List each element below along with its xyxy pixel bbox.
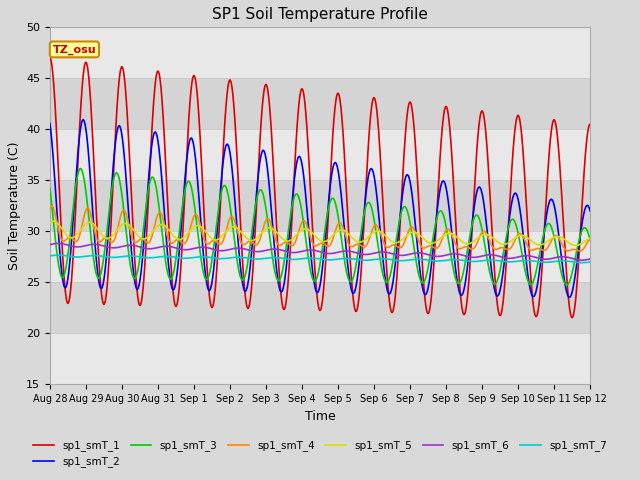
sp1_smT_1: [46, 55, 54, 61]
sp1_smT_7: [54, 252, 62, 258]
sp1_smT_5: [74, 231, 81, 237]
sp1_smT_6: [54, 240, 62, 246]
sp1_smT_4: [46, 205, 54, 211]
sp1_smT_3: [571, 257, 579, 263]
Line: sp1_smT_7: sp1_smT_7: [50, 255, 590, 263]
sp1_smT_5: [571, 242, 579, 248]
sp1_smT_6: [294, 249, 302, 255]
Bar: [50, 129, 590, 180]
sp1_smT_3: [472, 213, 479, 218]
Bar: [50, 334, 590, 384]
sp1_smT_4: [309, 240, 317, 246]
sp1_smT_5: [472, 237, 479, 243]
Bar: [50, 282, 590, 334]
sp1_smT_3: [586, 237, 594, 243]
sp1_smT_2: [571, 274, 579, 280]
sp1_smT_3: [77, 166, 84, 171]
sp1_smT_2: [472, 195, 479, 201]
sp1_smT_1: [571, 305, 579, 311]
sp1_smT_4: [472, 243, 479, 249]
sp1_smT_7: [472, 259, 479, 264]
sp1_smT_7: [571, 259, 579, 265]
sp1_smT_2: [571, 276, 579, 282]
sp1_smT_2: [294, 154, 302, 160]
Legend: sp1_smT_1, sp1_smT_2, sp1_smT_3, sp1_smT_4, sp1_smT_5, sp1_smT_6, sp1_smT_7: sp1_smT_1, sp1_smT_2, sp1_smT_3, sp1_smT…: [29, 436, 611, 471]
Line: sp1_smT_2: sp1_smT_2: [50, 120, 590, 297]
sp1_smT_7: [309, 255, 317, 261]
sp1_smT_7: [46, 253, 54, 259]
sp1_smT_6: [472, 254, 479, 260]
sp1_smT_6: [571, 256, 579, 262]
sp1_smT_3: [74, 173, 81, 179]
Line: sp1_smT_1: sp1_smT_1: [50, 58, 590, 318]
sp1_smT_1: [571, 307, 579, 312]
Bar: [50, 231, 590, 282]
sp1_smT_4: [586, 236, 594, 241]
sp1_smT_4: [294, 229, 302, 235]
sp1_smT_7: [571, 259, 579, 265]
sp1_smT_2: [79, 117, 87, 122]
sp1_smT_2: [566, 294, 573, 300]
Line: sp1_smT_4: sp1_smT_4: [50, 206, 590, 251]
sp1_smT_4: [576, 248, 584, 254]
Line: sp1_smT_5: sp1_smT_5: [50, 221, 590, 245]
sp1_smT_1: [586, 121, 594, 127]
Text: TZ_osu: TZ_osu: [52, 44, 96, 55]
Title: SP1 Soil Temperature Profile: SP1 Soil Temperature Profile: [212, 7, 428, 22]
sp1_smT_3: [46, 185, 54, 191]
sp1_smT_1: [568, 315, 576, 321]
X-axis label: Time: Time: [305, 410, 335, 423]
sp1_smT_1: [308, 227, 316, 233]
sp1_smT_2: [46, 120, 54, 126]
sp1_smT_1: [294, 108, 302, 114]
sp1_smT_7: [294, 256, 302, 262]
sp1_smT_6: [586, 256, 594, 262]
sp1_smT_5: [571, 242, 579, 248]
sp1_smT_5: [46, 220, 54, 226]
sp1_smT_1: [74, 168, 81, 174]
sp1_smT_4: [48, 203, 56, 209]
Line: sp1_smT_6: sp1_smT_6: [50, 243, 590, 260]
sp1_smT_3: [309, 276, 317, 282]
sp1_smT_3: [563, 282, 570, 288]
Bar: [50, 27, 590, 78]
sp1_smT_6: [571, 256, 579, 262]
sp1_smT_1: [472, 171, 479, 177]
sp1_smT_6: [46, 242, 54, 248]
sp1_smT_5: [294, 230, 302, 236]
sp1_smT_5: [572, 242, 580, 248]
sp1_smT_5: [586, 235, 594, 241]
sp1_smT_3: [294, 194, 302, 200]
sp1_smT_6: [578, 257, 586, 263]
sp1_smT_4: [74, 237, 81, 243]
sp1_smT_2: [586, 208, 594, 214]
Bar: [50, 78, 590, 129]
sp1_smT_4: [571, 247, 579, 252]
sp1_smT_6: [74, 244, 81, 250]
sp1_smT_7: [578, 260, 586, 265]
sp1_smT_7: [74, 254, 81, 260]
sp1_smT_7: [586, 259, 594, 265]
Y-axis label: Soil Temperature (C): Soil Temperature (C): [8, 142, 20, 270]
sp1_smT_5: [309, 230, 317, 236]
sp1_smT_2: [309, 270, 317, 276]
sp1_smT_2: [74, 155, 81, 161]
sp1_smT_5: [49, 218, 57, 224]
sp1_smT_4: [571, 247, 579, 252]
sp1_smT_3: [571, 258, 579, 264]
sp1_smT_6: [309, 247, 317, 253]
Bar: [50, 180, 590, 231]
Line: sp1_smT_3: sp1_smT_3: [50, 168, 590, 285]
